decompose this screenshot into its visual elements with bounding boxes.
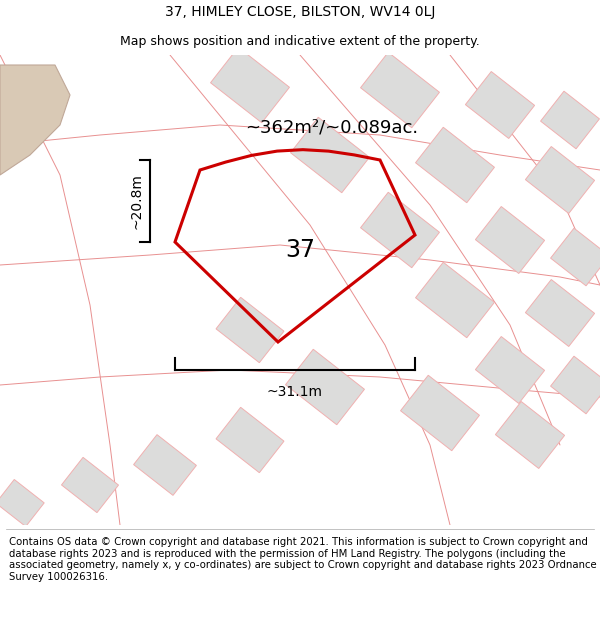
Polygon shape (416, 127, 494, 202)
Text: ~20.8m: ~20.8m (129, 173, 143, 229)
Polygon shape (216, 298, 284, 362)
Polygon shape (61, 458, 119, 512)
Polygon shape (361, 52, 439, 127)
Polygon shape (401, 375, 479, 451)
Polygon shape (211, 48, 289, 122)
Polygon shape (475, 336, 545, 404)
Text: Contains OS data © Crown copyright and database right 2021. This information is : Contains OS data © Crown copyright and d… (9, 537, 596, 582)
Polygon shape (0, 479, 44, 526)
Text: Map shows position and indicative extent of the property.: Map shows position and indicative extent… (120, 35, 480, 48)
Polygon shape (290, 118, 370, 192)
Polygon shape (416, 262, 494, 338)
Polygon shape (0, 65, 70, 175)
Text: 37, HIMLEY CLOSE, BILSTON, WV14 0LJ: 37, HIMLEY CLOSE, BILSTON, WV14 0LJ (165, 5, 435, 19)
Polygon shape (551, 356, 600, 414)
Polygon shape (216, 408, 284, 472)
Polygon shape (286, 349, 364, 425)
Text: 37: 37 (285, 238, 315, 262)
Polygon shape (361, 192, 439, 268)
Polygon shape (475, 206, 545, 274)
Polygon shape (496, 401, 565, 469)
Text: ~31.1m: ~31.1m (267, 385, 323, 399)
Polygon shape (526, 146, 595, 214)
Polygon shape (526, 279, 595, 346)
Polygon shape (466, 71, 535, 139)
Polygon shape (134, 434, 196, 496)
Text: ~362m²/~0.089ac.: ~362m²/~0.089ac. (245, 118, 418, 136)
Polygon shape (551, 228, 600, 286)
Polygon shape (541, 91, 599, 149)
